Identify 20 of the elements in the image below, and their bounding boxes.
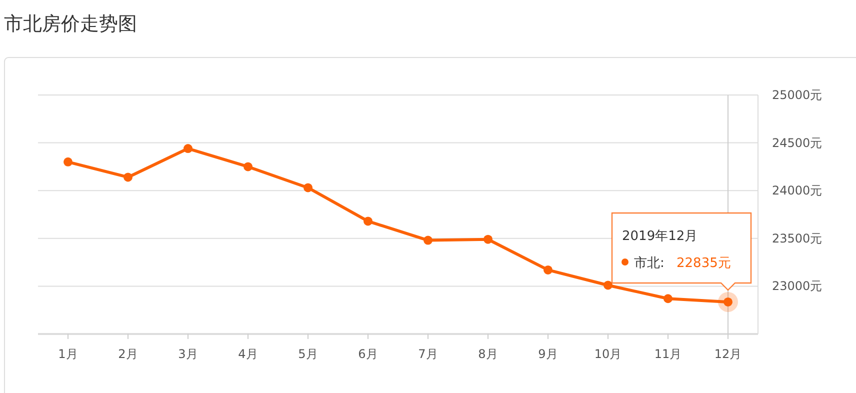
annotation: 2019年12月 (622, 229, 698, 244)
x-tick-label: 12月 (714, 347, 742, 361)
x-tick-label: 9月 (538, 347, 558, 361)
x-tick-label: 8月 (478, 347, 498, 361)
x-tick-label: 3月 (178, 347, 198, 361)
x-tick-label: 5月 (298, 347, 318, 361)
y-tick-label: 24000元 (772, 184, 822, 198)
y-tick-label: 25000元 (772, 88, 822, 102)
x-tick-label: 10月 (594, 347, 622, 361)
annotation: 市北: 22835元 (634, 256, 731, 271)
x-tick-label: 7月 (418, 347, 438, 361)
y-tick-label: 23000元 (772, 279, 822, 294)
x-tick-label: 6月 (358, 347, 378, 361)
y-tick-label: 23500元 (772, 231, 822, 246)
x-tick-label: 2月 (118, 347, 138, 361)
x-tick-label: 11月 (654, 347, 682, 361)
y-tick-label: 24500元 (772, 136, 822, 150)
chart-title: 市北房价走势图 (4, 13, 137, 35)
x-tick-label: 4月 (238, 347, 258, 361)
x-tick-label: 1月 (58, 347, 78, 361)
